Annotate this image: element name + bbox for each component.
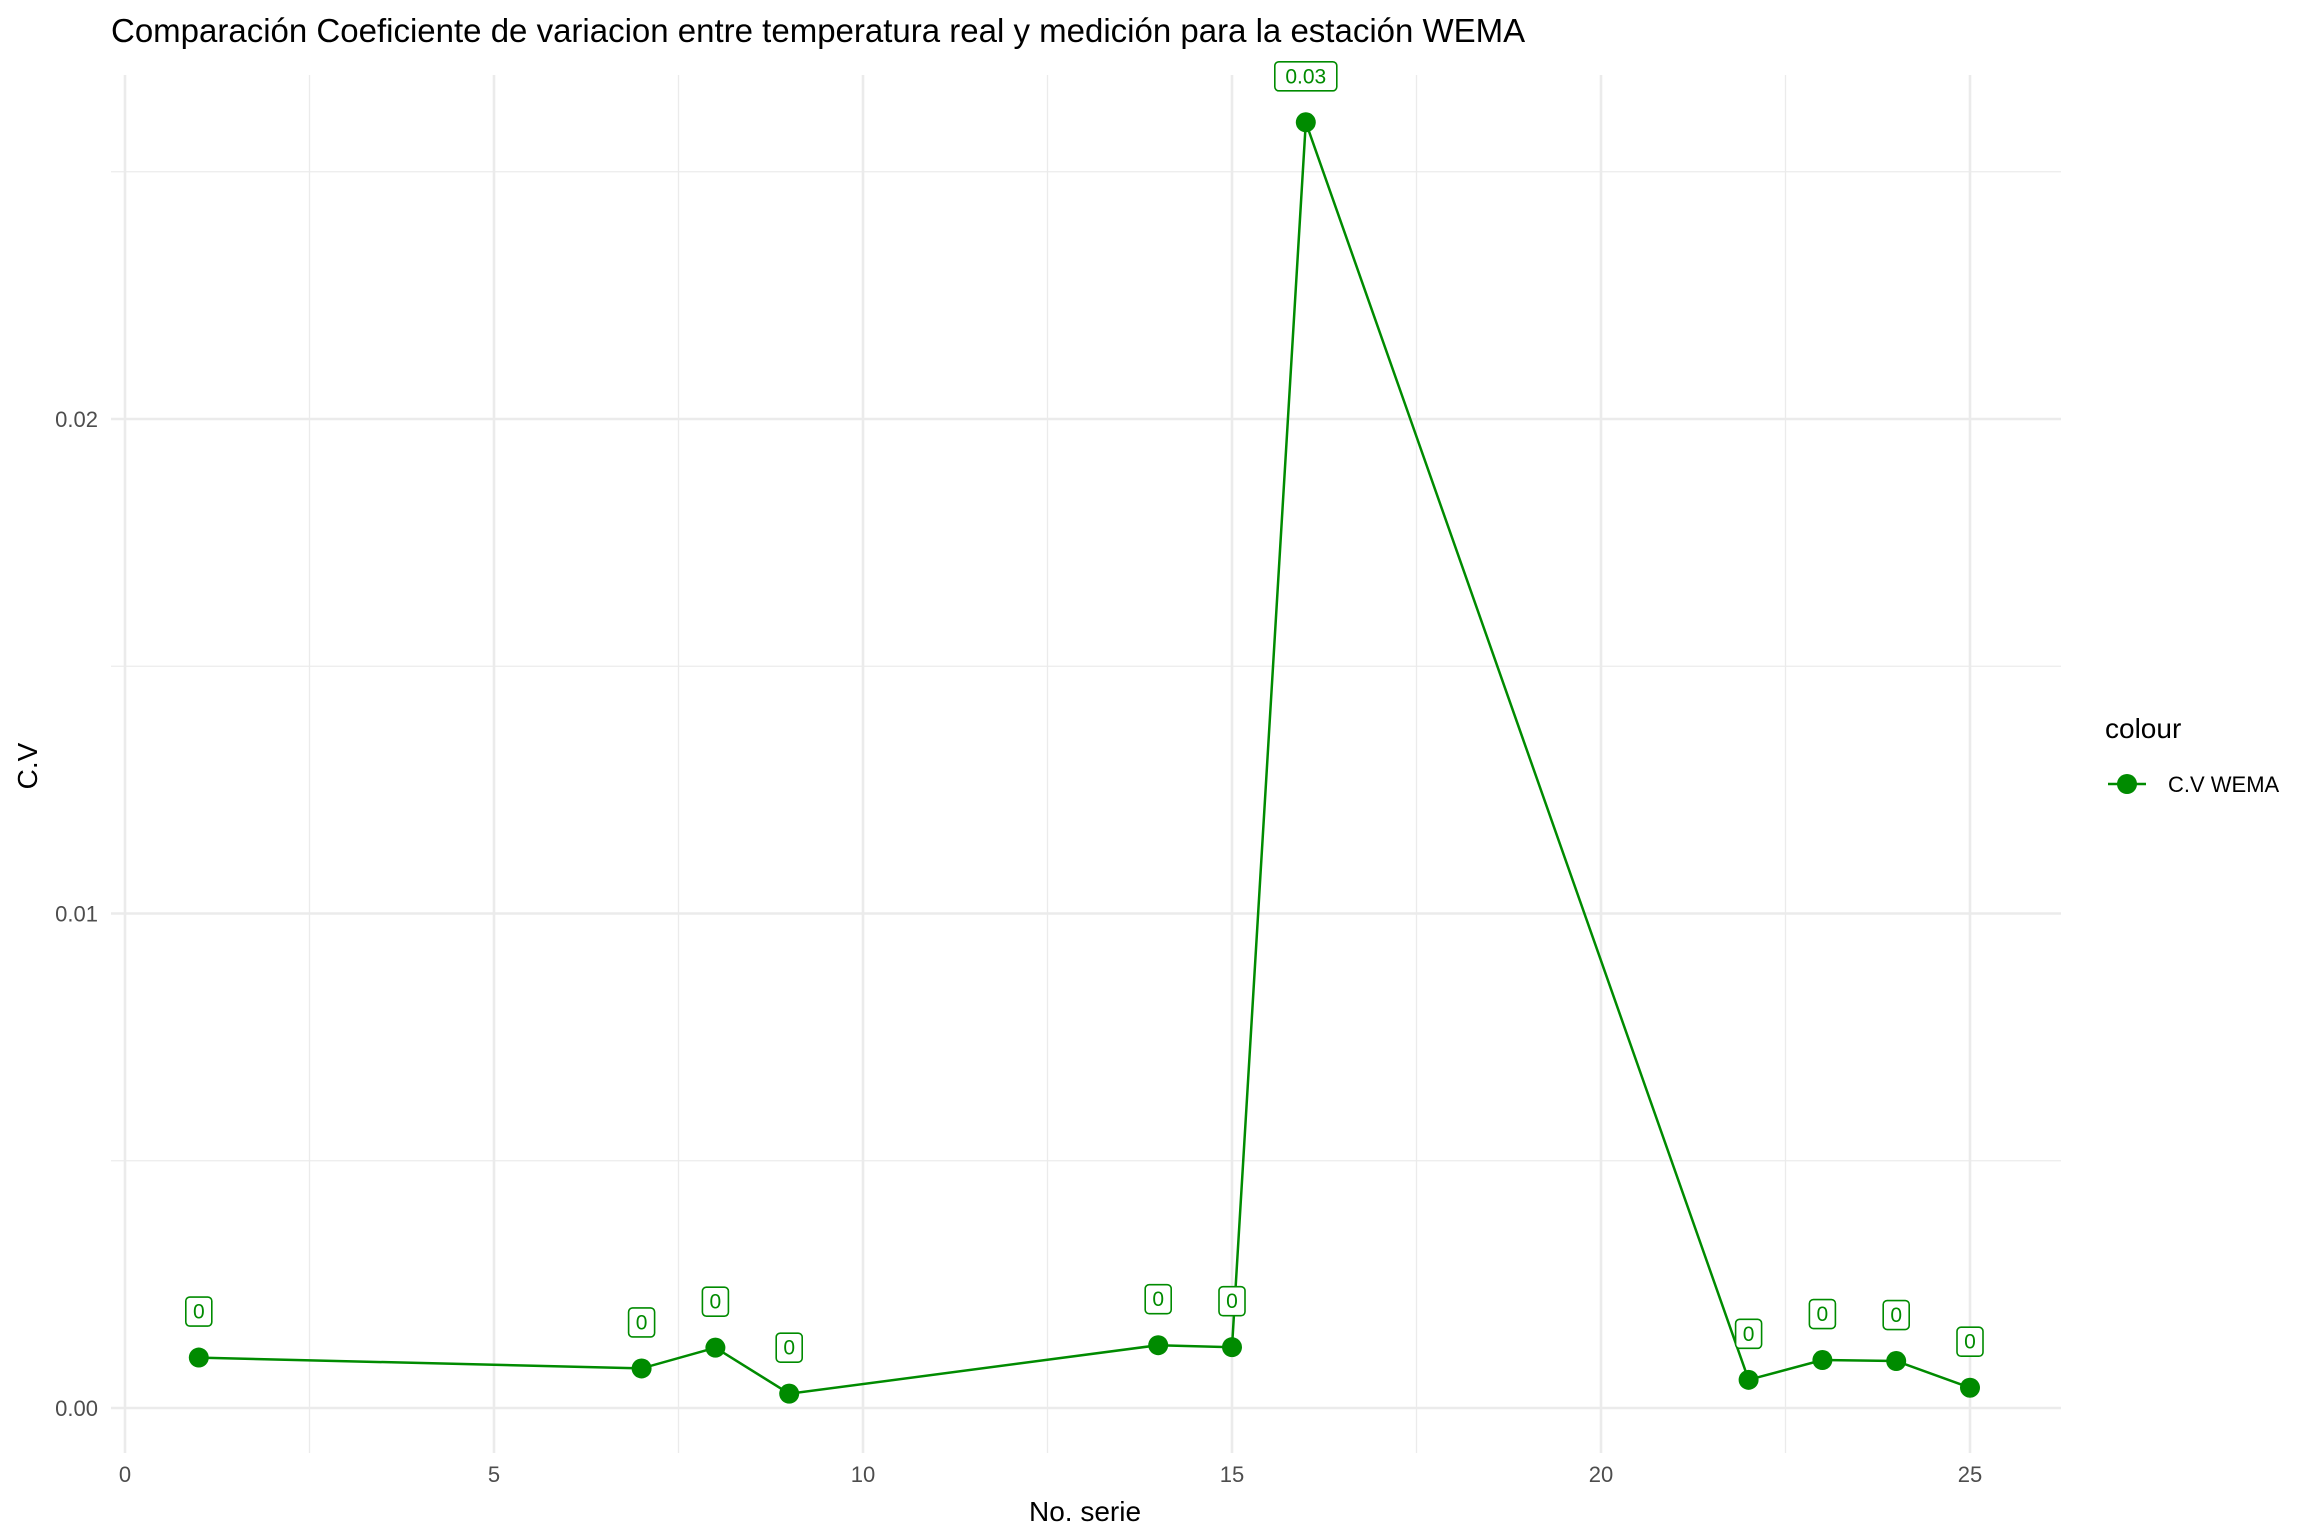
data-label-box bbox=[1808, 1298, 1837, 1330]
data-label-box bbox=[1882, 1299, 1910, 1331]
data-label: 0 bbox=[627, 1307, 656, 1338]
series-line bbox=[198, 121, 1971, 1395]
data-label-box bbox=[775, 1332, 804, 1363]
x-tick-label: 10 bbox=[851, 1462, 875, 1487]
data-point bbox=[188, 1347, 209, 1368]
data-label-box bbox=[701, 1286, 730, 1317]
data-label: 0 bbox=[185, 1296, 213, 1327]
data-label-text: 0 bbox=[1152, 1288, 1164, 1311]
data-label-box bbox=[185, 1296, 213, 1327]
data-points bbox=[188, 112, 1980, 1404]
data-label: 0 bbox=[775, 1332, 804, 1363]
data-label-box bbox=[1144, 1283, 1172, 1315]
chart-title: Comparación Coeficiente de variacion ent… bbox=[111, 12, 1525, 49]
data-label-box bbox=[1734, 1318, 1763, 1350]
y-tick-label: 0.00 bbox=[55, 1396, 98, 1421]
data-label-text: 0 bbox=[783, 1337, 795, 1360]
data-label-text: 0 bbox=[1817, 1303, 1829, 1326]
data-label: 0 bbox=[1808, 1298, 1837, 1330]
data-label: 0 bbox=[1882, 1299, 1910, 1331]
x-tick-label: 20 bbox=[1589, 1462, 1613, 1487]
data-label-box bbox=[1218, 1285, 1246, 1317]
x-axis-ticks: 0 5 10 15 20 25 bbox=[119, 1462, 1982, 1487]
x-tick-label: 0 bbox=[119, 1462, 131, 1487]
data-point bbox=[1960, 1377, 1980, 1398]
y-axis-ticks: 0.00 0.01 0.02 bbox=[55, 407, 98, 1421]
data-point bbox=[1295, 112, 1316, 133]
data-labels: 0 0 0 0 0 0 0.03 0 0 0 0 bbox=[185, 60, 1984, 1363]
legend-label: C.V WEMA bbox=[2168, 772, 2280, 797]
data-label: 0 bbox=[1218, 1285, 1246, 1317]
data-label: 0 bbox=[1734, 1318, 1763, 1350]
data-point bbox=[1222, 1337, 1242, 1358]
data-point bbox=[779, 1383, 800, 1404]
data-label-text: 0 bbox=[1890, 1304, 1902, 1327]
x-axis-title: No. serie bbox=[1029, 1496, 1141, 1527]
data-point bbox=[1738, 1369, 1759, 1390]
data-label-box bbox=[1956, 1326, 1984, 1358]
data-label-box bbox=[627, 1307, 656, 1338]
data-label-box bbox=[1274, 60, 1338, 92]
data-label-text: 0.03 bbox=[1285, 65, 1326, 88]
data-label: 0 bbox=[1144, 1283, 1172, 1315]
data-point bbox=[705, 1337, 726, 1358]
data-point bbox=[1148, 1335, 1169, 1356]
data-label-text: 0 bbox=[193, 1301, 205, 1324]
data-label-text: 0 bbox=[1743, 1323, 1755, 1346]
data-label-text: 0 bbox=[710, 1291, 722, 1314]
data-label-text: 0 bbox=[636, 1311, 648, 1334]
x-tick-label: 5 bbox=[488, 1462, 500, 1487]
data-label: 0 bbox=[1956, 1326, 1984, 1358]
data-label: 0 bbox=[701, 1286, 730, 1317]
legend: colour C.V WEMA bbox=[2105, 713, 2280, 797]
data-label: 0.03 bbox=[1274, 60, 1338, 92]
data-label-text: 0 bbox=[1226, 1290, 1238, 1313]
grid bbox=[111, 75, 2061, 1453]
y-tick-label: 0.01 bbox=[55, 902, 98, 927]
x-tick-label: 15 bbox=[1220, 1462, 1244, 1487]
legend-title: colour bbox=[2105, 713, 2181, 744]
y-axis-title: C.V bbox=[12, 742, 43, 789]
data-label-text: 0 bbox=[1964, 1331, 1976, 1354]
data-point bbox=[1812, 1350, 1833, 1371]
x-tick-label: 25 bbox=[1958, 1462, 1982, 1487]
y-tick-label: 0.02 bbox=[55, 407, 98, 432]
data-point bbox=[631, 1358, 652, 1379]
legend-key-point bbox=[2117, 774, 2137, 794]
data-point bbox=[1886, 1351, 1907, 1372]
